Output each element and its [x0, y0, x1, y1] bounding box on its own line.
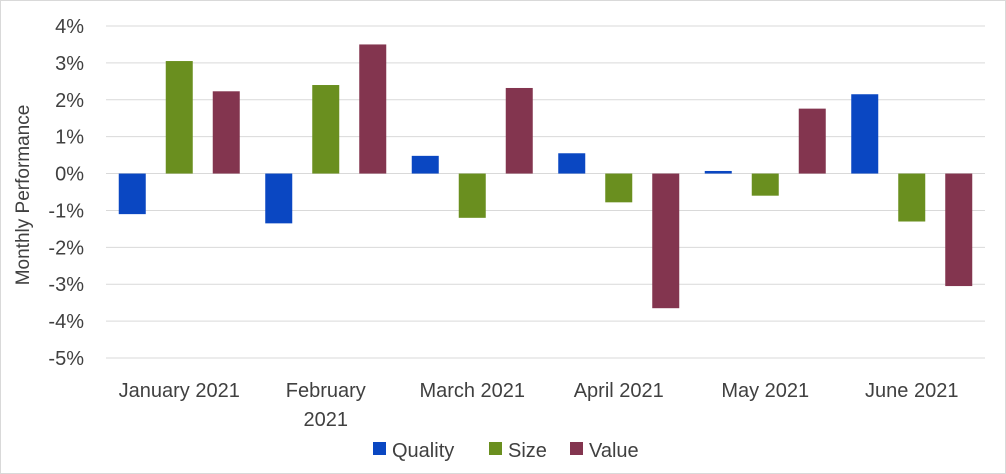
y-tick-label: -1%	[48, 200, 84, 222]
bars	[118, 44, 973, 309]
legend-swatch-quality	[373, 442, 386, 455]
legend-swatch-value	[570, 442, 583, 455]
y-tick-label: -5%	[48, 348, 84, 370]
bar-value	[359, 44, 387, 174]
x-tick-label: 2021	[304, 409, 349, 431]
gridlines	[106, 25, 985, 359]
x-tick-label: January 2021	[119, 380, 240, 402]
x-tick-label: April 2021	[574, 380, 664, 402]
bar-size	[312, 85, 340, 174]
legend-label-size: Size	[508, 440, 547, 462]
y-tick-label: 0%	[55, 164, 84, 186]
y-tick-label: -4%	[48, 311, 84, 333]
bar-quality	[118, 173, 146, 215]
bar-size	[898, 173, 926, 222]
legend-label-quality: Quality	[392, 440, 454, 462]
bar-size	[605, 173, 633, 203]
bar-quality	[851, 94, 879, 174]
x-tick-label: February	[286, 380, 366, 402]
x-tick-label: June 2021	[865, 380, 958, 402]
y-axis-title: Monthly Performance	[13, 105, 34, 286]
bar-size	[751, 173, 779, 196]
legend: Quality Size Value	[373, 440, 639, 462]
bar-value	[798, 108, 826, 174]
y-tick-label: -2%	[48, 237, 84, 259]
bar-value	[945, 173, 973, 287]
bar-quality	[558, 153, 586, 174]
x-axis-labels: January 2021 February 2021 March 2021 April …	[119, 380, 959, 431]
x-tick-label: March 2021	[419, 380, 525, 402]
bar-size	[458, 173, 486, 218]
y-tick-label: -3%	[48, 274, 84, 296]
x-tick-label: May 2021	[721, 380, 809, 402]
legend-swatch-size	[489, 442, 502, 455]
bar-value	[505, 87, 533, 174]
y-tick-label: 4%	[55, 16, 84, 38]
y-tick-label: 1%	[55, 127, 84, 149]
bar-quality	[704, 170, 732, 174]
bar-quality	[411, 155, 439, 174]
bar-size	[165, 61, 193, 174]
bar-value	[212, 91, 240, 174]
bar-quality	[265, 173, 293, 224]
y-tick-label: 3%	[55, 53, 84, 75]
y-tick-label: 2%	[55, 90, 84, 112]
y-axis-labels: 4% 3% 2% 1% 0% -1% -2% -3% -4% -5%	[48, 16, 84, 370]
bar-value	[652, 173, 680, 309]
legend-label-value: Value	[589, 440, 639, 462]
